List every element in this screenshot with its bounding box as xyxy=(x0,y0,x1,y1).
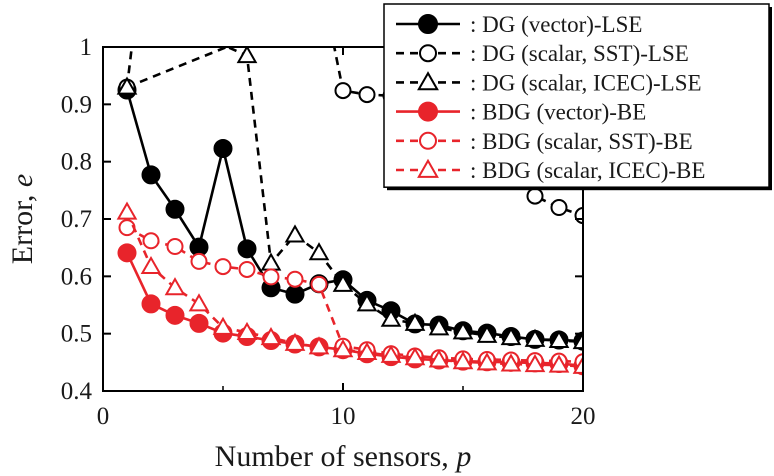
data-point xyxy=(380,308,402,327)
data-point xyxy=(380,344,402,363)
legend-item-0: : DG (vector)-LSE xyxy=(396,12,642,37)
data-point xyxy=(332,339,354,358)
data-point xyxy=(190,252,208,270)
legend-label: : DG (scalar, ICEC)-LSE xyxy=(470,70,702,95)
legend-marker xyxy=(419,44,437,63)
legend-marker xyxy=(418,101,438,122)
data-point xyxy=(237,239,257,259)
data-point xyxy=(428,349,450,368)
x-tick-label: 0 xyxy=(97,403,110,430)
data-point xyxy=(526,187,544,205)
data-point xyxy=(142,232,160,250)
data-point xyxy=(404,312,426,331)
legend-marker xyxy=(417,158,439,178)
axis-layer: 0 10 20 0.4 0.5 0.6 0.7 0.8 0.9 1 xyxy=(61,34,596,430)
x-tick-label: 10 xyxy=(331,403,356,430)
y-tick-label: 1 xyxy=(80,34,93,61)
data-point xyxy=(128,0,145,13)
data-point xyxy=(118,219,136,237)
data-point xyxy=(260,327,282,346)
data-point xyxy=(310,275,328,293)
data-point xyxy=(332,273,354,292)
y-tick-label: 0.8 xyxy=(61,149,92,176)
data-point xyxy=(238,260,256,278)
y-tick-label: 0.4 xyxy=(61,378,93,405)
data-point xyxy=(141,294,161,314)
legend-box xyxy=(383,3,770,188)
series-2 xyxy=(116,0,583,350)
data-point xyxy=(476,324,498,343)
data-point xyxy=(214,258,232,276)
data-point xyxy=(166,238,184,256)
data-point xyxy=(319,0,334,14)
data-point xyxy=(550,199,568,217)
y-tick-label: 0.6 xyxy=(61,263,92,290)
data-point xyxy=(358,86,376,104)
data-point xyxy=(356,341,378,361)
legend-label: : BDG (scalar, SST)-BE xyxy=(470,129,693,154)
data-point xyxy=(308,242,330,261)
legend: : DG (vector)-LSE : DG (scalar, SST)-LSE:… xyxy=(383,3,772,191)
data-point xyxy=(262,268,280,286)
y-tick-label: 0.9 xyxy=(61,91,92,118)
data-point xyxy=(213,138,233,158)
legend-label: : DG (scalar, SST)-LSE xyxy=(470,41,689,66)
legend-label: : BDG (vector)-BE xyxy=(470,100,646,125)
y-tick-label: 0.7 xyxy=(61,206,92,233)
x-axis-title: Number of sensors, p xyxy=(215,440,472,473)
data-point xyxy=(334,82,352,100)
data-point xyxy=(116,201,138,220)
data-point xyxy=(165,199,185,219)
data-point xyxy=(117,243,137,263)
data-point xyxy=(572,331,583,350)
legend-marker xyxy=(418,14,438,34)
data-point xyxy=(452,351,474,370)
legend-label: : DG (vector)-LSE xyxy=(470,12,642,37)
data-point xyxy=(236,47,258,64)
series-5 xyxy=(116,201,583,374)
data-point xyxy=(524,353,546,373)
data-point xyxy=(500,327,522,346)
data-point xyxy=(548,329,570,349)
data-point xyxy=(116,76,138,95)
legend-item-3: : BDG (vector)-BE xyxy=(396,100,646,125)
data-point xyxy=(164,277,186,296)
data-point xyxy=(572,355,583,374)
legend-item-5: : BDG (scalar, ICEC)-BE xyxy=(396,158,705,183)
x-tick-label: 20 xyxy=(571,403,596,430)
data-point xyxy=(548,354,570,373)
data-point xyxy=(476,352,498,371)
data-point xyxy=(356,293,378,312)
data-point xyxy=(236,321,258,340)
legend-marker xyxy=(417,71,439,91)
data-point xyxy=(404,347,426,366)
data-point xyxy=(428,317,450,336)
data-point xyxy=(284,332,306,351)
data-point xyxy=(140,255,162,275)
y-axis-title: Error, e xyxy=(6,174,39,264)
data-point xyxy=(260,252,282,271)
data-point xyxy=(141,165,161,185)
legend-marker xyxy=(419,131,437,150)
data-point xyxy=(286,270,304,288)
data-point xyxy=(452,321,474,340)
legend-item-4: : BDG (scalar, SST)-BE xyxy=(396,129,693,154)
data-point xyxy=(284,224,306,243)
legend-item-2: : DG (scalar, ICEC)-LSE xyxy=(396,70,702,95)
data-point xyxy=(285,284,305,304)
series-layer xyxy=(116,0,583,376)
data-point xyxy=(165,305,185,325)
data-point xyxy=(212,316,234,335)
data-point xyxy=(308,336,330,355)
data-point xyxy=(188,293,210,312)
legend-label: : BDG (scalar, ICEC)-BE xyxy=(470,158,705,183)
data-point xyxy=(500,353,522,372)
data-point xyxy=(189,313,209,333)
series-3 xyxy=(117,243,583,376)
data-point xyxy=(524,328,546,347)
legend-item-1: : DG (scalar, SST)-LSE xyxy=(396,41,689,66)
y-tick-label: 0.5 xyxy=(61,321,92,348)
